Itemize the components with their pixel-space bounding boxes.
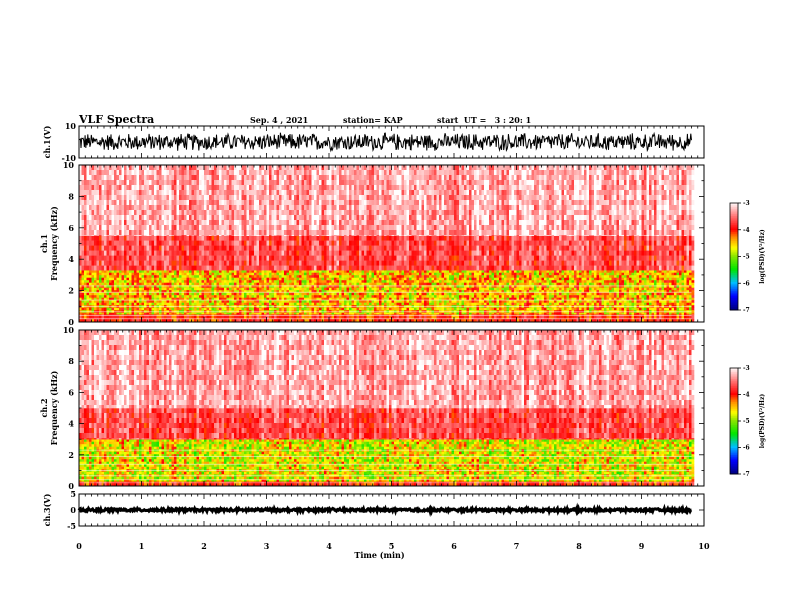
ch1-spectrogram-ytick-label: 6 — [68, 223, 74, 233]
x-tick-label: 5 — [389, 541, 395, 551]
ch1-waveform-ylabel: ch.1(V) — [42, 125, 52, 158]
ch2-spectrogram-ytick-label: 4 — [68, 419, 74, 429]
ch1-waveform-ytick-label: -10 — [62, 153, 77, 163]
ch2-spectrogram-ytick-label: 0 — [68, 481, 74, 491]
ch1-spectrogram-ytick-label: 2 — [68, 286, 74, 296]
start-time-label: start UT = 3 : 20: 1 — [437, 115, 531, 125]
ch2-spectrogram-colorbar-tick-label: -4 — [743, 392, 750, 399]
ch1-spectrogram-ylabel: ch.1 — [39, 234, 49, 253]
ch2-spectrogram-colorbar-tick-label: -7 — [743, 471, 750, 478]
ch2-spectrogram-colorbar-label: log(PSD)(V²/Hz) — [759, 394, 766, 449]
ch2-spectrogram-ylabel: Frequency (kHz) — [49, 370, 59, 445]
ch2-spectrogram-colorbar-tick-label: -6 — [743, 445, 750, 452]
ch1-spectrogram-ytick-label: 4 — [68, 254, 74, 264]
x-axis-label: Time (min) — [354, 550, 404, 560]
ch1-spectrogram-colorbar-label: log(PSD)(V²/Hz) — [759, 229, 766, 284]
ch2-spectrogram-ytick-label: 6 — [68, 387, 74, 397]
ch1-spectrogram-ytick-label: 8 — [68, 191, 74, 201]
ch1-waveform-trace — [78, 131, 692, 153]
x-tick-label: 1 — [139, 541, 145, 551]
x-tick-label: 6 — [451, 541, 457, 551]
ch1-spectrogram-colorbar-tick-label: -6 — [743, 280, 750, 287]
ch1-spectrogram-colorbar-tick-label: -3 — [743, 200, 750, 207]
ch1-spectrogram-colorbar-tick-label: -4 — [743, 227, 750, 234]
ch2-spectrogram-ytick-label: 8 — [68, 356, 74, 366]
x-tick-label: 7 — [514, 541, 520, 551]
ch3-waveform-trace — [77, 502, 693, 518]
ch2-spectrogram-ytick-label: 2 — [68, 450, 74, 460]
ch1-spectrogram-ytick-label: 10 — [63, 160, 75, 170]
ch1-spectrogram-colorbar-tick-label: -7 — [743, 307, 750, 314]
x-tick-label: 9 — [639, 541, 645, 551]
ch1-waveform-ytick-label: 10 — [65, 121, 77, 131]
ch3-waveform-ylabel: ch.3(V) — [42, 493, 52, 526]
ch1-spectrogram-image — [79, 165, 695, 323]
x-tick-label: 3 — [264, 541, 270, 551]
ch2-spectrogram-image — [79, 330, 695, 487]
ch1-spectrogram-ylabel: Frequency (kHz) — [49, 206, 59, 281]
x-tick-label: 4 — [326, 541, 332, 551]
ch1-spectrogram-ytick-label: 0 — [68, 317, 74, 327]
ch3-waveform-ytick-label: 5 — [70, 489, 76, 499]
x-tick-label: 2 — [201, 541, 207, 551]
ch2-spectrogram-ylabel: ch.2 — [39, 398, 49, 417]
ch2-spectrogram-colorbar-tick-label: -5 — [743, 418, 750, 425]
x-tick-label: 0 — [76, 541, 82, 551]
ch3-waveform-ytick-label: -5 — [67, 521, 76, 531]
x-tick-label: 10 — [698, 541, 710, 551]
ch2-spectrogram-ytick-label: 10 — [63, 325, 75, 335]
ch1-spectrogram-colorbar-tick-label: -5 — [743, 254, 750, 261]
figure-title: VLF Spectra — [79, 113, 154, 126]
x-tick-label: 8 — [576, 541, 582, 551]
ch2-spectrogram-colorbar-tick-label: -3 — [743, 365, 750, 372]
ch3-waveform-ytick-label: 0 — [70, 505, 76, 515]
date-label: Sep. 4 , 2021 — [250, 115, 308, 125]
station-label: station= KAP — [343, 115, 403, 125]
